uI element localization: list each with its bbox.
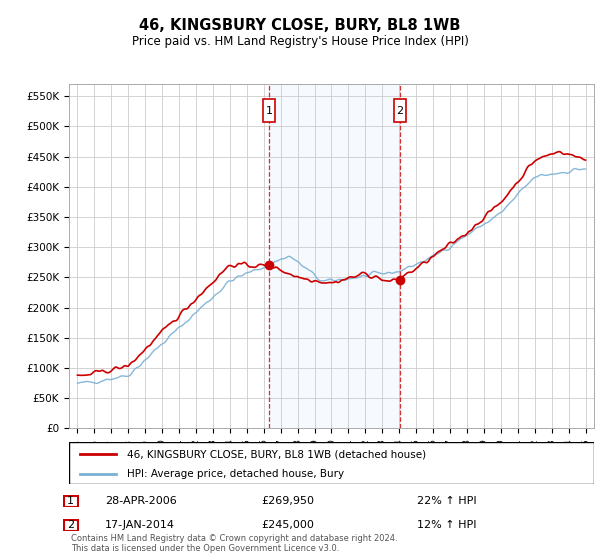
Text: 12% ↑ HPI: 12% ↑ HPI [417, 520, 476, 530]
Text: HPI: Average price, detached house, Bury: HPI: Average price, detached house, Bury [127, 469, 344, 479]
Text: 1: 1 [266, 106, 272, 115]
Text: 2: 2 [67, 520, 74, 530]
FancyBboxPatch shape [69, 442, 594, 484]
Text: Contains HM Land Registry data © Crown copyright and database right 2024.
This d: Contains HM Land Registry data © Crown c… [71, 534, 397, 553]
Bar [269, 84, 400, 428]
Text: 2: 2 [397, 106, 404, 115]
FancyBboxPatch shape [263, 99, 275, 122]
Text: Price paid vs. HM Land Registry's House Price Index (HPI): Price paid vs. HM Land Registry's House … [131, 35, 469, 48]
Text: 1: 1 [67, 496, 74, 506]
FancyBboxPatch shape [64, 520, 78, 531]
Text: £269,950: £269,950 [261, 496, 314, 506]
Text: 28-APR-2006: 28-APR-2006 [105, 496, 177, 506]
Text: 46, KINGSBURY CLOSE, BURY, BL8 1WB (detached house): 46, KINGSBURY CLOSE, BURY, BL8 1WB (deta… [127, 449, 426, 459]
Text: 17-JAN-2014: 17-JAN-2014 [105, 520, 175, 530]
Text: 46, KINGSBURY CLOSE, BURY, BL8 1WB: 46, KINGSBURY CLOSE, BURY, BL8 1WB [139, 18, 461, 33]
Text: 22% ↑ HPI: 22% ↑ HPI [417, 496, 476, 506]
FancyBboxPatch shape [64, 496, 78, 507]
Text: £245,000: £245,000 [261, 520, 314, 530]
FancyBboxPatch shape [394, 99, 406, 122]
